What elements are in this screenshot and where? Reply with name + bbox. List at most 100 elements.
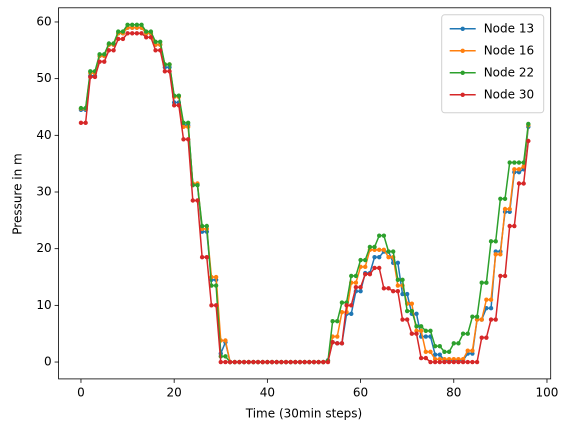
data-point [339, 300, 345, 305]
data-point [176, 93, 182, 98]
data-point [456, 359, 461, 365]
data-point [460, 331, 466, 336]
data-point [125, 22, 130, 28]
data-point [353, 280, 359, 285]
y-tick-label: 60 [36, 14, 51, 28]
data-point [488, 239, 494, 244]
data-point [335, 334, 340, 339]
y-tick-label: 40 [36, 128, 51, 142]
y-tick-label: 30 [36, 185, 51, 199]
data-point [144, 35, 149, 40]
data-point [377, 254, 382, 260]
data-point [363, 257, 368, 263]
data-point [171, 103, 177, 108]
data-point [423, 349, 429, 355]
data-point [167, 69, 172, 74]
data-point [432, 343, 438, 349]
data-point [395, 288, 401, 294]
data-point [297, 359, 303, 365]
data-point [381, 286, 387, 291]
data-point [83, 120, 88, 126]
data-point [185, 137, 191, 142]
data-point [120, 36, 126, 42]
data-point [423, 328, 429, 334]
data-point [139, 22, 144, 28]
x-tick-label: 60 [353, 385, 368, 399]
data-point [330, 340, 335, 345]
data-point [223, 359, 228, 365]
data-point [395, 277, 401, 283]
data-point [516, 181, 522, 186]
data-point [353, 273, 359, 279]
data-point [414, 331, 419, 336]
data-point [279, 359, 284, 365]
data-point [204, 254, 209, 260]
data-point [409, 331, 415, 336]
data-point [153, 48, 158, 53]
data-point [181, 137, 186, 142]
data-point [185, 120, 191, 126]
data-point [78, 120, 84, 126]
data-point [237, 359, 242, 365]
data-point [372, 244, 377, 250]
data-point [321, 359, 326, 365]
data-point [437, 359, 442, 365]
data-point [204, 223, 209, 229]
data-point [404, 291, 410, 297]
data-point [377, 265, 382, 271]
data-point [437, 343, 442, 349]
data-point [409, 301, 415, 306]
legend-marker [460, 26, 465, 31]
data-point [460, 359, 466, 365]
legend-label: Node 13 [484, 21, 534, 35]
data-point [386, 249, 391, 254]
data-point [125, 31, 130, 36]
data-point [78, 105, 84, 111]
data-point [293, 359, 298, 365]
legend-box [441, 14, 545, 114]
data-point [404, 308, 410, 314]
data-point [404, 317, 410, 322]
data-point [451, 341, 456, 346]
data-point [111, 41, 116, 46]
data-point [386, 254, 391, 260]
data-point [432, 352, 438, 357]
data-point [502, 273, 508, 279]
data-point [493, 252, 498, 257]
data-point [102, 59, 107, 64]
data-point [367, 244, 373, 250]
data-point [349, 303, 354, 308]
data-point [442, 349, 447, 355]
data-point [488, 317, 494, 322]
data-point [325, 359, 331, 365]
data-point [139, 31, 144, 36]
legend-marker [460, 92, 465, 98]
data-point [479, 317, 484, 322]
y-tick-label: 10 [36, 298, 51, 312]
data-point [521, 181, 526, 186]
data-point [116, 36, 121, 42]
data-point [414, 311, 419, 317]
data-point [358, 288, 363, 294]
data-point [335, 319, 340, 324]
data-point [102, 52, 107, 57]
data-point [88, 69, 93, 74]
data-point [213, 283, 219, 288]
data-point [516, 167, 522, 172]
data-point [498, 273, 503, 279]
x-tick-label: 40 [260, 385, 275, 399]
data-point [381, 233, 387, 238]
data-point [283, 359, 289, 365]
data-point [213, 274, 219, 280]
data-point [176, 103, 182, 108]
data-point [120, 29, 126, 34]
data-point [358, 257, 363, 263]
data-point [502, 196, 508, 202]
data-point [418, 355, 424, 361]
data-point [97, 52, 102, 57]
data-point [130, 22, 135, 28]
data-point [363, 264, 368, 270]
data-point [316, 359, 321, 365]
data-point [148, 35, 154, 40]
data-point [470, 359, 475, 365]
